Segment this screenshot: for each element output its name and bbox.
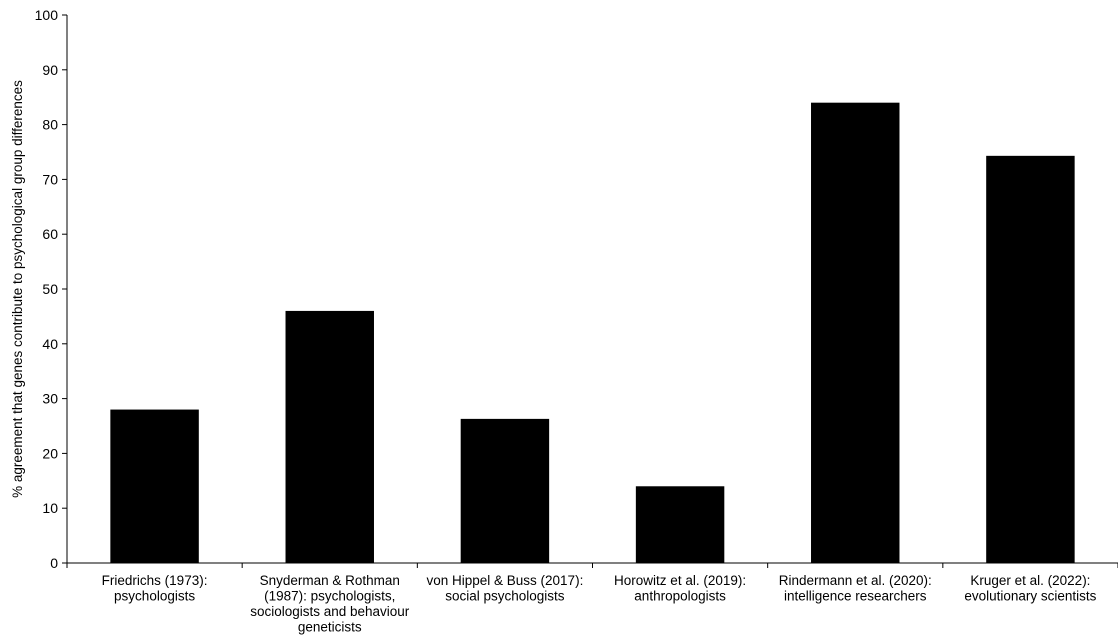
y-tick-label: 90 [42, 62, 58, 78]
y-tick-label: 0 [50, 555, 58, 571]
x-tick-label-line: Kruger et al. (2022): [970, 573, 1090, 588]
y-tick-label: 40 [42, 336, 58, 352]
x-axis [66, 562, 1118, 568]
bar [460, 418, 550, 563]
y-tick-label: 70 [42, 171, 58, 187]
y-tick-label: 100 [35, 7, 59, 23]
x-tick-label-line: Horowitz et al. (2019): [614, 573, 746, 588]
x-tick-label-line: Friedrichs (1973): [102, 573, 208, 588]
y-tick-label: 80 [42, 117, 58, 133]
y-tick-label: 60 [42, 226, 58, 242]
x-tick-label-line: social psychologists [445, 589, 565, 604]
x-tick-label-line: (1987): psychologists, [264, 589, 395, 604]
x-tick-label-line: sociologists and behaviour [250, 604, 410, 619]
y-tick-label: 50 [42, 281, 58, 297]
x-tick-label-line: Snyderman & Rothman [260, 573, 400, 588]
bar [635, 486, 725, 563]
x-tick-label-line: evolutionary scientists [964, 589, 1096, 604]
x-tick-label-line: intelligence researchers [784, 589, 927, 604]
x-tick-label: Kruger et al. (2022): evolutionary scient… [964, 573, 1096, 604]
x-tick-label: Friedrichs (1973): psychologists [102, 573, 208, 604]
x-tick-label: von Hippel & Buss (2017): social psycholo… [426, 573, 583, 604]
y-tick-label: 30 [42, 391, 58, 407]
x-tick-label-line: anthropologists [634, 589, 726, 604]
bar [110, 409, 199, 563]
x-tick-labels: Friedrichs (1973): psychologists Snyderman… [102, 573, 1097, 635]
y-axis: 0 10 20 30 40 50 60 70 80 90 100 [35, 7, 68, 571]
x-tick-label: Horowitz et al. (2019): anthropologists [614, 573, 746, 604]
y-axis-label: % agreement that genes contribute to psy… [10, 80, 25, 498]
x-tick-label-line: von Hippel & Buss (2017): [426, 573, 583, 588]
x-tick-label: Snyderman & Rothman (1987): psychologists… [250, 573, 410, 635]
x-tick-label-line: Rindermann et al. (2020): [779, 573, 932, 588]
x-tick-label: Rindermann et al. (2020): intelligence re… [779, 573, 932, 604]
bar [811, 102, 900, 564]
bar [986, 155, 1075, 563]
x-tick-label-line: geneticists [298, 620, 362, 635]
y-tick-label: 10 [42, 500, 58, 516]
y-tick-label: 20 [42, 445, 58, 461]
bars [110, 102, 1075, 564]
y-axis-label-group: % agreement that genes contribute to psy… [10, 80, 25, 498]
bar [285, 310, 374, 563]
x-tick-label-line: psychologists [114, 589, 195, 604]
